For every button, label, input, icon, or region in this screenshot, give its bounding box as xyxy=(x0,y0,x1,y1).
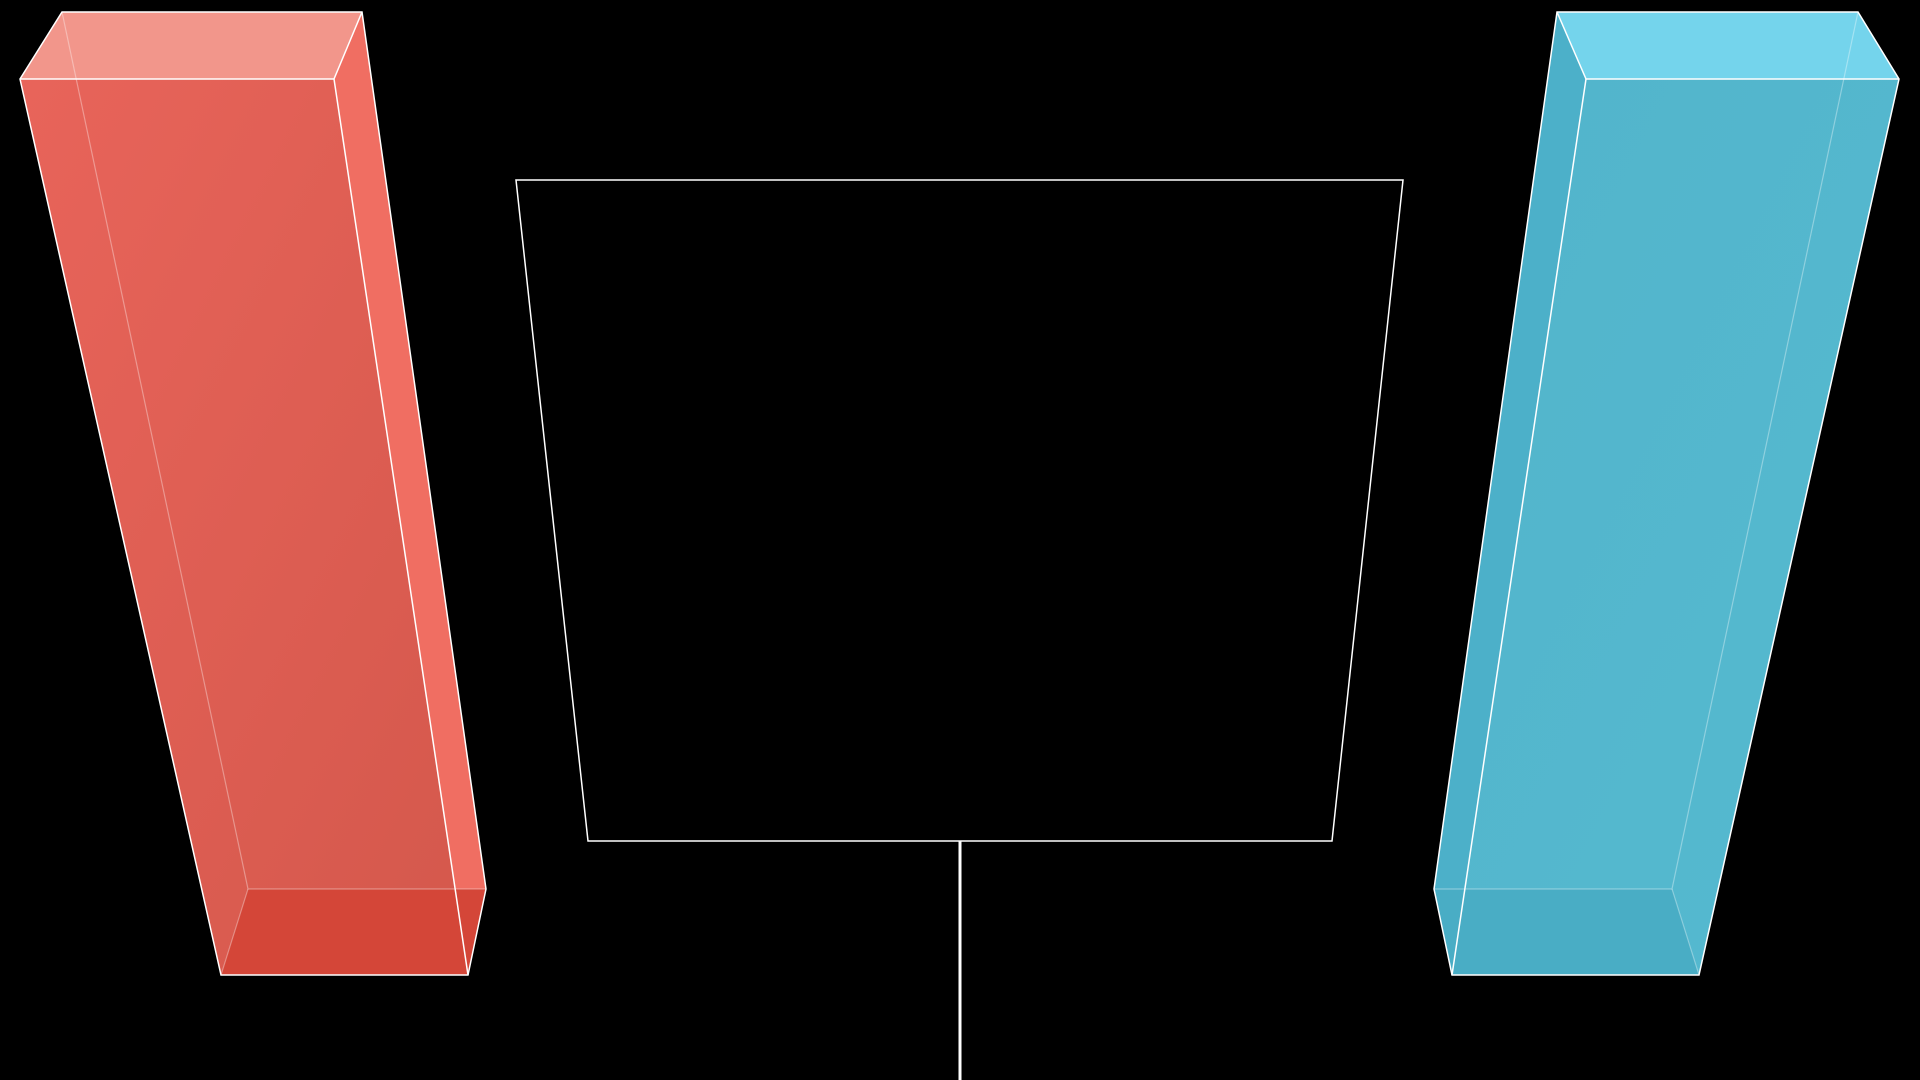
right-slab-top-face xyxy=(1557,12,1899,79)
left-slab-front-face xyxy=(20,79,468,975)
right-slab-front-face xyxy=(1452,79,1899,975)
left-slab-bottom-face xyxy=(221,889,486,975)
left-slab-top-face xyxy=(20,12,362,79)
right-blue-slab xyxy=(1433,11,1900,976)
right-slab-bottom-face xyxy=(1434,889,1699,975)
left-red-slab xyxy=(19,11,487,976)
right-slab-left-face xyxy=(1434,12,1586,975)
left-slab-right-face xyxy=(334,12,486,975)
center-trapezoid-outline xyxy=(515,179,1404,842)
